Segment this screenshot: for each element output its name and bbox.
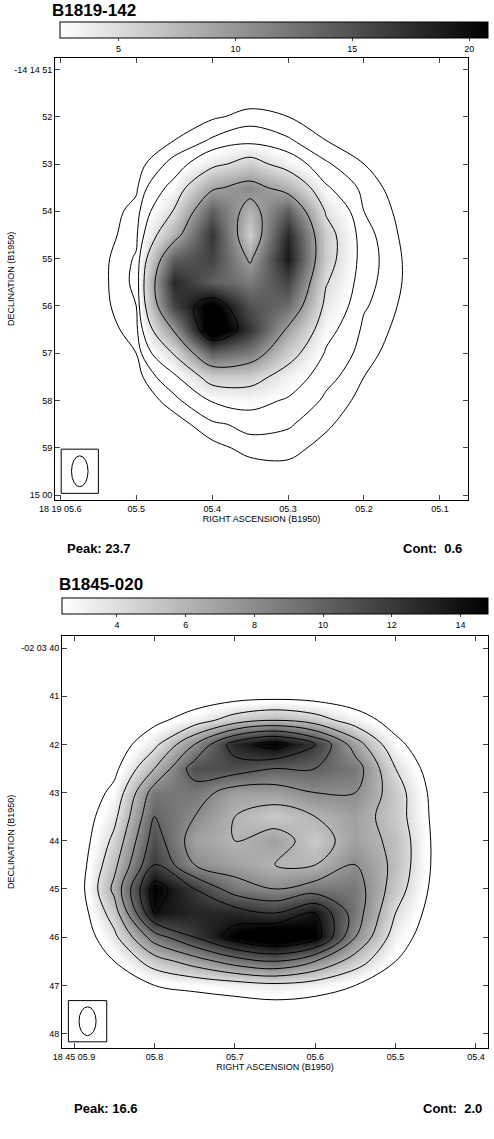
- svg-text:DECLINATION (B1950): DECLINATION (B1950): [6, 232, 16, 326]
- svg-text:58: 58: [42, 396, 52, 406]
- svg-text:47: 47: [49, 981, 59, 991]
- svg-text:54: 54: [42, 206, 52, 216]
- svg-text:18 19 05.6: 18 19 05.6: [39, 504, 82, 514]
- svg-text:43: 43: [49, 788, 59, 798]
- svg-text:15 00: 15 00: [30, 490, 53, 500]
- svg-text:14: 14: [456, 620, 466, 630]
- svg-text:46: 46: [49, 932, 59, 942]
- svg-text:Cont: 0.6: Cont: 0.6: [403, 541, 462, 556]
- svg-text:05.7: 05.7: [226, 1052, 244, 1062]
- svg-text:Peak: 16.6: Peak: 16.6: [74, 1101, 138, 1116]
- svg-text:Cont: 2.0: Cont: 2.0: [423, 1101, 482, 1116]
- svg-text:Peak: 23.7: Peak: 23.7: [67, 541, 131, 556]
- svg-text:05.8: 05.8: [146, 1052, 164, 1062]
- svg-text:05.4: 05.4: [467, 1052, 485, 1062]
- svg-text:10: 10: [230, 44, 240, 54]
- svg-text:-14 14 51: -14 14 51: [14, 65, 52, 75]
- svg-text:5: 5: [116, 44, 121, 54]
- svg-text:4: 4: [114, 620, 119, 630]
- svg-text:45: 45: [49, 884, 59, 894]
- svg-text:RIGHT ASCENSION (B1950): RIGHT ASCENSION (B1950): [216, 1062, 333, 1072]
- svg-text:8: 8: [252, 620, 257, 630]
- svg-text:-02 03 40: -02 03 40: [21, 643, 59, 653]
- svg-text:56: 56: [42, 301, 52, 311]
- svg-text:52: 52: [42, 112, 52, 122]
- svg-text:41: 41: [49, 691, 59, 701]
- svg-text:10: 10: [318, 620, 328, 630]
- svg-text:05.3: 05.3: [279, 504, 297, 514]
- svg-text:B1845-020: B1845-020: [59, 575, 143, 594]
- svg-text:05.6: 05.6: [306, 1052, 324, 1062]
- svg-text:55: 55: [42, 254, 52, 264]
- svg-text:12: 12: [387, 620, 397, 630]
- svg-text:RIGHT ASCENSION (B1950): RIGHT ASCENSION (B1950): [203, 514, 320, 524]
- svg-text:20: 20: [464, 44, 474, 54]
- svg-text:B1819-142: B1819-142: [52, 1, 136, 20]
- svg-text:53: 53: [42, 159, 52, 169]
- svg-text:05.5: 05.5: [127, 504, 145, 514]
- svg-text:05.4: 05.4: [203, 504, 221, 514]
- svg-text:18 45 05.9: 18 45 05.9: [53, 1052, 96, 1062]
- svg-text:05.1: 05.1: [431, 504, 449, 514]
- svg-text:05.2: 05.2: [355, 504, 373, 514]
- svg-text:59: 59: [42, 443, 52, 453]
- svg-text:48: 48: [49, 1029, 59, 1039]
- svg-text:44: 44: [49, 836, 59, 846]
- svg-text:57: 57: [42, 348, 52, 358]
- svg-text:05.5: 05.5: [387, 1052, 405, 1062]
- svg-text:42: 42: [49, 740, 59, 750]
- svg-text:15: 15: [347, 44, 357, 54]
- svg-text:DECLINATION (B1950): DECLINATION (B1950): [6, 795, 16, 889]
- svg-text:6: 6: [183, 620, 188, 630]
